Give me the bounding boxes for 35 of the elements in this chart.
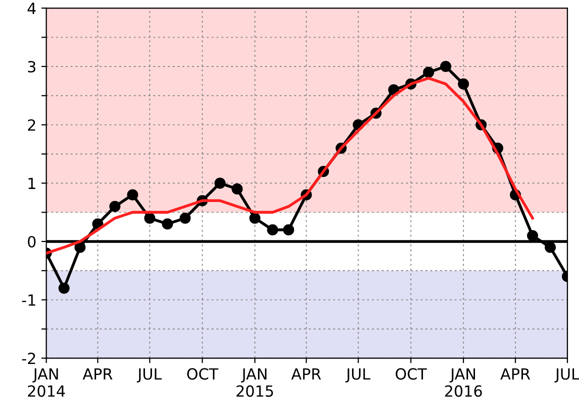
point xyxy=(267,224,278,236)
x-tick-label: JUL xyxy=(554,368,579,383)
point xyxy=(58,282,70,294)
x-tick-label: JUL xyxy=(136,368,162,383)
x-tick-label: OCT xyxy=(187,368,218,380)
x-tick-label: APR xyxy=(500,368,530,380)
y-tick-label: 2 xyxy=(28,119,36,131)
y-tick-label: 1 xyxy=(28,178,36,189)
x-tick-label: APR xyxy=(291,368,321,380)
point xyxy=(544,242,556,253)
x-tick-label: JUL xyxy=(345,368,370,383)
point xyxy=(144,212,156,224)
point xyxy=(423,66,434,78)
x-tick-label: JAN 2016 xyxy=(445,368,482,397)
point xyxy=(109,200,120,212)
point xyxy=(214,178,226,189)
point xyxy=(127,189,138,200)
point xyxy=(527,230,538,242)
x-tick-label: APR xyxy=(82,368,112,380)
point xyxy=(249,212,260,224)
y-tick-label: 3 xyxy=(28,60,36,72)
y-tick-label: -2 xyxy=(22,352,36,364)
point xyxy=(180,212,191,224)
y-tick-label: 4 xyxy=(28,2,36,14)
point xyxy=(283,224,294,236)
point xyxy=(162,218,174,230)
y-tick-label: 0 xyxy=(28,236,36,248)
point xyxy=(232,183,243,195)
point xyxy=(74,242,86,253)
x-tick-label: JAN 2015 xyxy=(236,368,273,397)
x-tick-label: OCT xyxy=(396,368,427,380)
point xyxy=(458,78,469,90)
y-tick-label: -1 xyxy=(22,294,36,306)
x-tick-label: JAN 2014 xyxy=(28,368,65,397)
point xyxy=(440,60,452,72)
